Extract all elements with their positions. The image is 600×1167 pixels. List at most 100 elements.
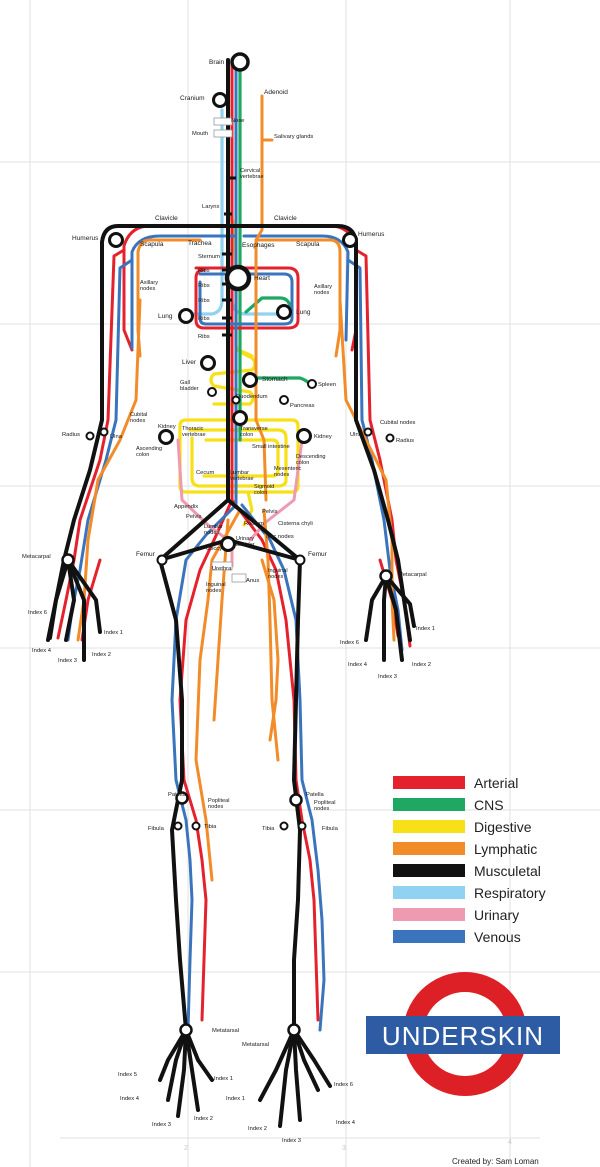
station-pancreas[interactable] <box>279 395 289 405</box>
label-foot-index: Index 4 <box>120 1096 140 1102</box>
station-kidney-right[interactable] <box>296 428 312 444</box>
label-trachea: Trachea <box>188 240 212 247</box>
station-fibula-left[interactable] <box>173 821 183 831</box>
station-lung-right[interactable] <box>276 304 292 320</box>
grid-number: 2 <box>184 1145 188 1152</box>
label-inguinal-nodes-left: Inguinal nodes <box>206 582 226 594</box>
station-radius-left[interactable] <box>85 431 95 441</box>
label-humerus-left: Humerus <box>72 235 99 242</box>
label-patella-right: Patella <box>306 792 325 798</box>
label-inguinal-nodes-right: Inguinal nodes <box>268 568 288 580</box>
label-lung-left: Lung <box>158 313 173 320</box>
label-hand-index: Index 3 <box>58 658 77 664</box>
station-urinary-bladder[interactable] <box>220 536 236 552</box>
legend: Arterial CNS Digestive Lymphatic Musculetal R… <box>393 775 546 945</box>
legend-swatch <box>393 864 465 877</box>
label-transverse-colon: Transverse colon <box>240 426 268 438</box>
legend-swatch <box>393 776 465 789</box>
station-metacarpal-left[interactable] <box>61 553 75 567</box>
station-patella-right[interactable] <box>289 793 303 807</box>
station-transverse-colon[interactable] <box>232 410 248 426</box>
label-duodenum: Duodendum <box>236 394 268 400</box>
station-humerus-left[interactable] <box>108 232 124 248</box>
label-foot-index: Index 6 <box>334 1082 353 1088</box>
legend-label: Urinary <box>474 907 519 923</box>
label-pancreas: Pancreas <box>290 403 315 409</box>
station-metatarsal-left[interactable] <box>179 1023 193 1037</box>
station-tibia-right[interactable] <box>279 821 289 831</box>
label-foot-index: Index 1 <box>214 1076 233 1082</box>
label-pelvis-right: Pelvis <box>262 509 278 515</box>
station-femur-right[interactable] <box>294 554 306 566</box>
label-hand-index: Index 1 <box>104 630 123 636</box>
station-ulna-left[interactable] <box>99 427 109 437</box>
label-brain: Brain <box>209 59 225 66</box>
label-foot-index: Index 3 <box>282 1138 301 1144</box>
station-patella-left[interactable] <box>175 791 189 805</box>
label-ribs: Ribs <box>198 334 210 340</box>
label-liver: Liver <box>182 359 197 366</box>
label-anus: Anus <box>246 578 259 584</box>
label-foot-index: Index 2 <box>194 1116 213 1122</box>
label-adenoid: Adenoid <box>264 89 288 96</box>
legend-label: Digestive <box>474 819 532 835</box>
station-radius-right[interactable] <box>385 433 395 443</box>
station-spleen[interactable] <box>307 379 317 389</box>
label-radius-left: Radius <box>62 432 80 438</box>
stations <box>61 52 395 1037</box>
legend-swatch <box>393 886 465 899</box>
label-thoracic-vertebrae: Thoracic vertebrae <box>182 426 206 438</box>
station-duodenum[interactable] <box>231 395 241 405</box>
label-femur-left: Femur <box>136 551 156 558</box>
label-mouth: Mouth <box>192 131 208 137</box>
station-gall-bladder[interactable] <box>207 387 217 397</box>
label-ribs: Ribs <box>198 283 210 289</box>
station-metacarpal-right[interactable] <box>379 569 393 583</box>
label-cecum: Cecum <box>196 470 215 476</box>
label-metatarsal-right: Metatarsal <box>242 1042 269 1048</box>
label-clavicle-right: Clavicle <box>274 215 297 222</box>
label-hand-index: Index 4 <box>32 648 52 654</box>
label-salivary-glands: Salivary glands <box>274 134 313 140</box>
station-lung-left[interactable] <box>178 308 194 324</box>
legend-label: Respiratory <box>474 885 546 901</box>
station-liver[interactable] <box>200 355 216 371</box>
legend-swatch <box>393 930 465 943</box>
label-spleen: Spleen <box>318 382 336 388</box>
station-femur-left[interactable] <box>156 554 168 566</box>
station-ulna-right[interactable] <box>363 427 373 437</box>
label-ribs: Ribs <box>198 268 210 274</box>
label-cubital-nodes-right: Cubital nodes <box>380 420 416 426</box>
logo-bar <box>366 1016 560 1054</box>
station-humerus-right[interactable] <box>342 232 358 248</box>
station-stomach[interactable] <box>242 372 258 388</box>
grid-number: 4 <box>508 1139 512 1146</box>
station-metatarsal-right[interactable] <box>287 1023 301 1037</box>
station-tibia-left[interactable] <box>191 821 201 831</box>
label-humerus-right: Humerus <box>358 231 385 238</box>
station-fibula-right[interactable] <box>297 821 307 831</box>
station-cranium[interactable] <box>212 92 228 108</box>
station-labels: Brain Cranium Adenoid Nose Mouth Salivar… <box>22 59 435 1144</box>
legend-label: Arterial <box>474 775 518 791</box>
credit-text: Created by: Sam Loman <box>452 1157 539 1166</box>
label-lumbar-vertebrae: Lumbar vertebrae <box>230 470 254 482</box>
label-coccyx: Coccyx <box>206 546 225 552</box>
label-foot-index: Index 1 <box>226 1096 245 1102</box>
label-kidney-right: Kidney <box>314 434 332 440</box>
label-axillary-nodes-left: Axillary nodes <box>140 280 158 292</box>
label-cranium: Cranium <box>180 95 205 102</box>
label-ulna-right: Ulna <box>350 432 363 438</box>
grid-number: 3 <box>342 1145 346 1152</box>
label-sigmoid-colon: Sigmoid colon <box>254 484 274 496</box>
label-hand-index: Index 4 <box>348 662 368 668</box>
label-patella-left: Patella <box>168 792 187 798</box>
station-heart[interactable] <box>224 264 252 292</box>
station-brain[interactable] <box>230 52 250 72</box>
label-tibia-right: Tibia <box>262 826 275 832</box>
label-femur-right: Femur <box>308 551 328 558</box>
station-kidney-left[interactable] <box>158 429 174 445</box>
label-lumbar-nodes: Lumbar nodes <box>204 524 223 536</box>
label-hand-index: Index 1 <box>416 626 435 632</box>
